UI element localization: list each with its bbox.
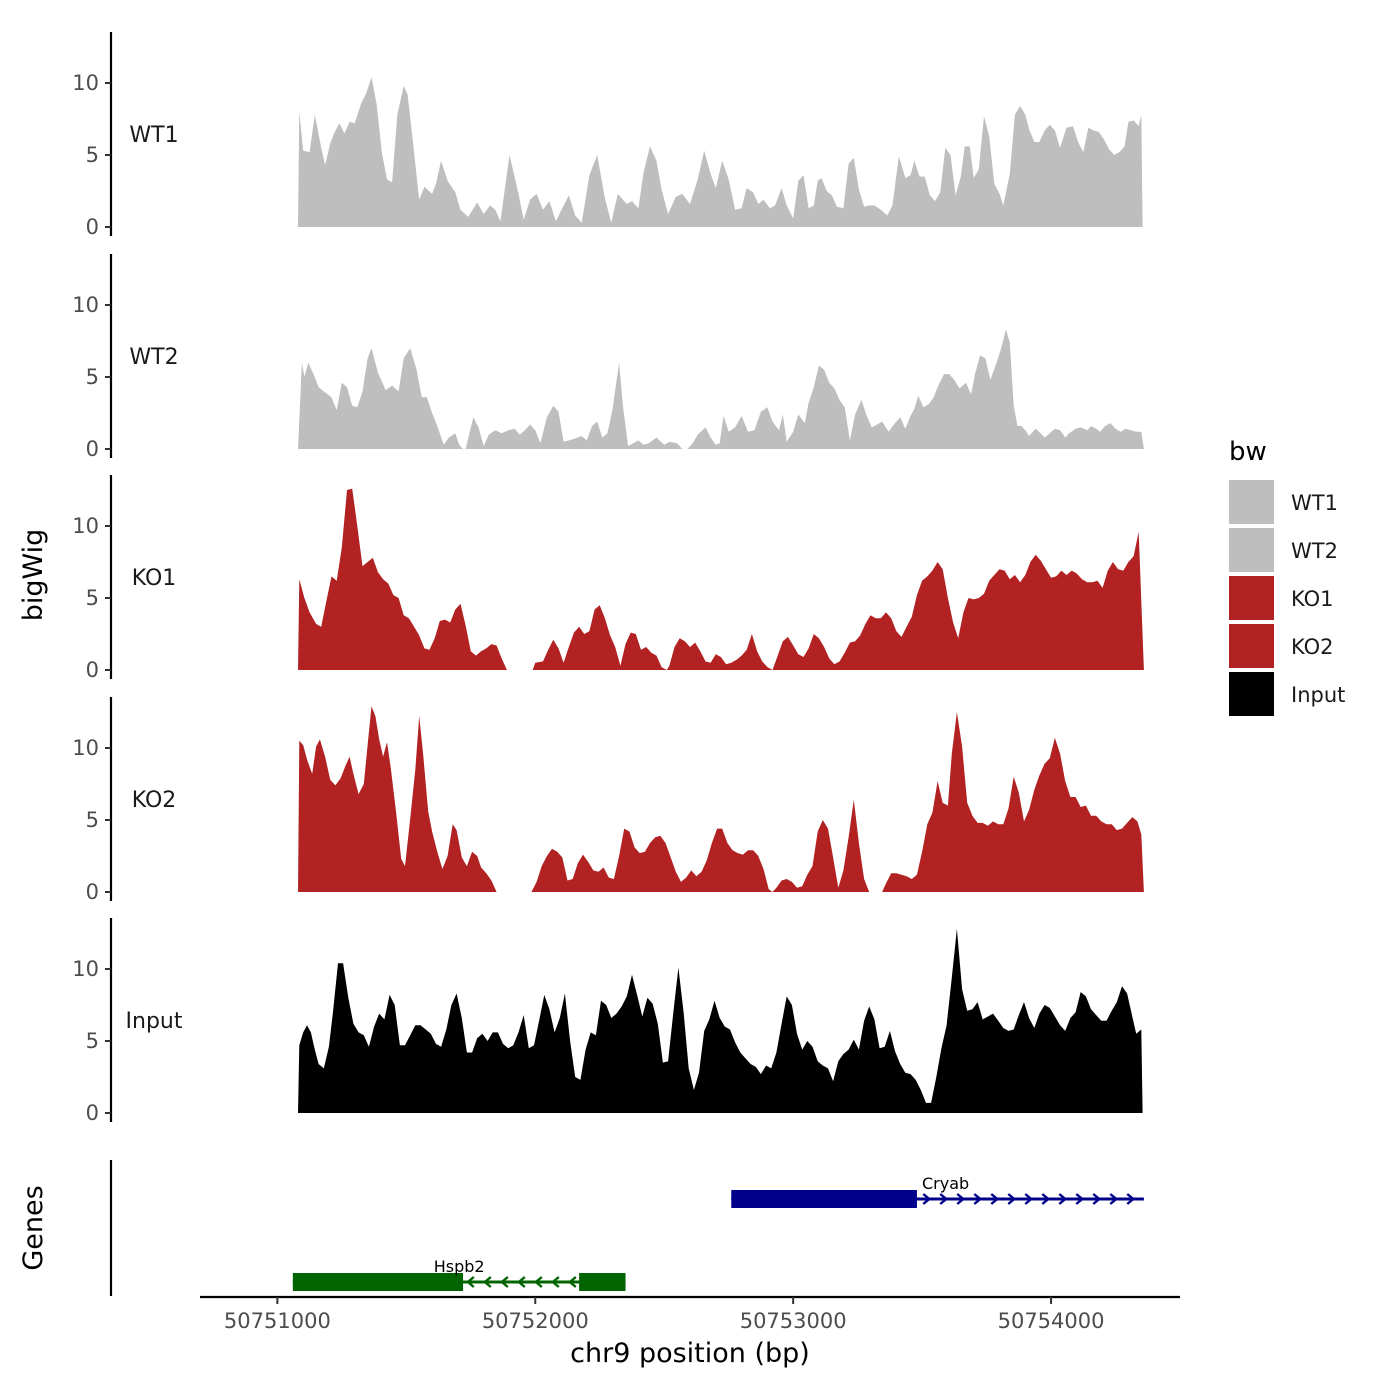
strand-arrow (956, 1193, 966, 1205)
legend: bw WT1 WT2 KO1 KO2 Input (1229, 437, 1345, 716)
strand-arrow (516, 1276, 526, 1288)
x-tick-label: 50751000 (224, 1309, 331, 1333)
strand-arrow (533, 1276, 543, 1288)
area-series-ko1 (298, 488, 1144, 670)
y-tick-label: 5 (86, 808, 99, 832)
track-ko2: 0 5 10 KO2 (72, 697, 1144, 904)
strand-arrow (1024, 1193, 1034, 1205)
legend-label-input: Input (1291, 683, 1345, 707)
legend-swatch-ko2 (1229, 624, 1274, 668)
legend-swatch-input (1229, 672, 1274, 716)
strand-arrow (465, 1276, 475, 1288)
track-ko1: 0 5 10 KO1 (72, 475, 1144, 682)
y-tick-label: 10 (72, 957, 99, 981)
y-tick-label: 5 (86, 365, 99, 389)
track-label: WT1 (129, 123, 178, 148)
area-series-input (298, 928, 1143, 1113)
legend-swatch-wt2 (1229, 528, 1274, 572)
track-label: KO2 (132, 788, 177, 813)
y-tick-label: 10 (72, 293, 99, 317)
y-axis-title: bigWig (18, 529, 49, 622)
y-tick-label: 5 (86, 586, 99, 610)
y-tick-label: 10 (72, 514, 99, 538)
legend-label-wt2: WT2 (1291, 539, 1338, 563)
strand-arrow (567, 1276, 577, 1288)
x-axis-title: chr9 position (bp) (570, 1338, 810, 1369)
strand-arrow (1109, 1193, 1119, 1205)
x-tick-label: 50753000 (740, 1309, 847, 1333)
gene-exon (731, 1190, 917, 1208)
gene-exon (292, 1273, 464, 1291)
y-tick-label: 0 (86, 437, 99, 461)
track-label: KO1 (132, 566, 177, 591)
y-tick-label: 5 (86, 143, 99, 167)
x-axis: 50751000 50752000 50753000 50754000 (200, 1295, 1180, 1333)
y-tick-label: 10 (72, 736, 99, 760)
signal-tracks: 0 5 10 WT1 0 5 10 WT2 0 5 10 KO1 0 5 10 KO2 0 5 10 Input (72, 32, 1144, 1125)
y-tick-label: 10 (72, 71, 99, 95)
gene-exon (579, 1273, 626, 1291)
legend-label-wt1: WT1 (1291, 491, 1338, 515)
track-label: Input (126, 1009, 183, 1034)
gene-label: Hspb2 (434, 1257, 485, 1276)
strand-arrow (499, 1276, 509, 1288)
area-series-ko2 (298, 706, 1144, 892)
area-series-wt2 (298, 329, 1144, 449)
strand-arrow (939, 1193, 949, 1205)
track-label: WT2 (129, 345, 178, 370)
legend-label-ko2: KO2 (1291, 635, 1334, 659)
strand-arrow (1126, 1193, 1136, 1205)
strand-arrow (482, 1276, 492, 1288)
area-series-wt1 (298, 77, 1143, 227)
gene-track: Hspb2 Cryab (109, 1160, 1144, 1296)
strand-arrow (1075, 1193, 1085, 1205)
gene-hspb2: Hspb2 (292, 1257, 626, 1291)
gene-cryab: Cryab (731, 1174, 1144, 1208)
strand-arrow (973, 1193, 983, 1205)
strand-arrow (1058, 1193, 1068, 1205)
legend-label-ko1: KO1 (1291, 587, 1334, 611)
legend-swatch-ko1 (1229, 576, 1274, 620)
strand-arrow (550, 1276, 560, 1288)
strand-arrow (1041, 1193, 1051, 1205)
legend-swatch-wt1 (1229, 480, 1274, 524)
strand-arrow (990, 1193, 1000, 1205)
y-tick-label: 0 (86, 880, 99, 904)
gene-label: Cryab (922, 1174, 969, 1193)
track-input: 0 5 10 Input (72, 918, 1143, 1125)
x-tick-label: 50752000 (482, 1309, 589, 1333)
genes-axis-title: Genes (18, 1185, 49, 1270)
strand-arrow (1092, 1193, 1102, 1205)
legend-title: bw (1229, 437, 1267, 467)
y-tick-label: 0 (86, 1101, 99, 1125)
strand-arrow (1007, 1193, 1017, 1205)
track-wt2: 0 5 10 WT2 (72, 254, 1144, 461)
x-tick-label: 50754000 (998, 1309, 1105, 1333)
y-tick-label: 0 (86, 658, 99, 682)
track-wt1: 0 5 10 WT1 (72, 32, 1143, 239)
strand-arrow (922, 1193, 932, 1205)
y-tick-label: 0 (86, 215, 99, 239)
y-tick-label: 5 (86, 1029, 99, 1053)
